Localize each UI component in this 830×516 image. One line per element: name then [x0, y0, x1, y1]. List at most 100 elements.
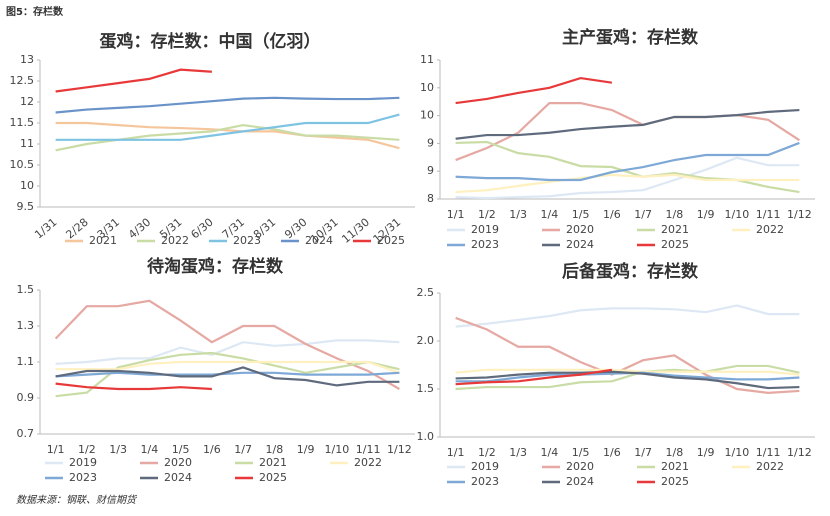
x-tick-label: 1/6: [603, 208, 621, 221]
legend-label: 2022: [354, 456, 382, 469]
x-tick-label: 1/4: [141, 443, 159, 456]
legend-label: 2025: [661, 238, 689, 251]
legend-label: 2023: [471, 238, 499, 251]
legend-label: 2023: [471, 475, 499, 488]
x-tick-label: 1/7: [234, 443, 252, 456]
series-line: [455, 141, 800, 182]
y-tick-label: 1.3: [17, 319, 35, 332]
legend-label: 2021: [89, 234, 117, 247]
x-tick-label: 1/8: [666, 208, 684, 221]
series-line: [455, 368, 613, 386]
x-tick-label: 1/7: [634, 208, 652, 221]
series-line: [55, 366, 400, 387]
legend-label: 2022: [756, 460, 784, 473]
legend-label: 2021: [661, 460, 689, 473]
x-tick-label: 1/10: [725, 446, 750, 459]
y-tick-label: 10: [420, 109, 434, 122]
x-tick-label: 1/1: [47, 443, 65, 456]
x-tick-label: 1/6: [603, 446, 621, 459]
legend-label: 2024: [305, 234, 333, 247]
x-tick-label: 1/7: [634, 446, 652, 459]
legend-label: 2024: [566, 238, 594, 251]
x-tick-label: 1/12: [787, 446, 812, 459]
series-line: [455, 76, 613, 105]
x-tick-label: 1/5: [172, 443, 190, 456]
series-line: [55, 339, 400, 365]
legend-label: 2025: [377, 234, 405, 247]
x-tick-label: 1/8: [266, 443, 284, 456]
x-tick-label: 1/12: [787, 208, 812, 221]
series-line: [455, 101, 800, 162]
x-tick-label: 1/2: [478, 208, 496, 221]
series-line: [55, 360, 400, 374]
x-tick-label: 1/31: [32, 216, 59, 242]
x-tick-label: 1/11: [756, 446, 781, 459]
legend-label: 2020: [164, 456, 192, 469]
series-line: [455, 364, 800, 391]
x-tick-label: 1/9: [297, 443, 315, 456]
x-tick-label: 1/4: [541, 208, 559, 221]
legend-label: 2020: [566, 460, 594, 473]
legend-label: 2021: [259, 456, 287, 469]
series-line: [55, 68, 212, 93]
y-tick-label: 11: [20, 137, 34, 150]
source-note: 数据来源：钢联、财信期货: [16, 494, 138, 506]
series-line: [455, 173, 800, 194]
y-tick-label: 9: [427, 136, 434, 149]
x-tick-label: 1/10: [725, 208, 750, 221]
x-tick-label: 1/9: [697, 446, 715, 459]
series-line: [455, 316, 800, 394]
x-tick-label: 1/2: [478, 446, 496, 459]
y-tick-label: 2.0: [417, 334, 435, 347]
legend-label: 2024: [566, 475, 594, 488]
legend-label: 2022: [756, 223, 784, 236]
series-line: [55, 121, 400, 150]
series-line: [455, 140, 800, 194]
legend-label: 2019: [471, 223, 499, 236]
y-tick-label: 0.9: [17, 391, 35, 404]
series-line: [455, 156, 800, 200]
series-line: [455, 370, 800, 390]
chart-title: 蛋鸡：存栏数：中国（亿羽）: [100, 31, 321, 52]
legend-label: 2025: [259, 471, 287, 484]
legend-label: 2020: [566, 223, 594, 236]
y-tick-label: 2.5: [417, 286, 435, 299]
legend-label: 2023: [69, 471, 97, 484]
x-tick-label: 4/30: [126, 216, 153, 242]
series-line: [455, 304, 800, 328]
y-tick-label: 10: [20, 179, 34, 192]
legend-label: 2024: [164, 471, 192, 484]
legend-label: 2019: [471, 460, 499, 473]
x-tick-label: 1/3: [509, 446, 527, 459]
x-tick-label: 1/3: [509, 208, 527, 221]
x-tick-label: 1/10: [325, 443, 350, 456]
chart-title: 待淘蛋鸡：存栏数: [147, 256, 284, 277]
x-tick-label: 6/30: [188, 216, 215, 242]
legend-label: 2021: [661, 223, 689, 236]
y-tick-label: 1.5: [417, 382, 435, 395]
x-tick-label: 1/12: [387, 443, 412, 456]
x-tick-label: 1/11: [756, 208, 781, 221]
y-tick-label: 1.0: [417, 430, 435, 443]
series-line: [55, 382, 212, 391]
y-tick-label: 13: [20, 53, 34, 66]
y-tick-label: 11.5: [10, 116, 35, 129]
y-tick-label: 0.7: [17, 427, 35, 440]
x-tick-label: 1/9: [697, 208, 715, 221]
y-tick-label: 10.5: [10, 158, 35, 171]
legend-label: 2019: [69, 456, 97, 469]
series-line: [55, 113, 400, 141]
x-tick-label: 1/1: [447, 208, 465, 221]
x-tick-label: 1/5: [572, 208, 590, 221]
x-tick-label: 1/11: [356, 443, 381, 456]
y-tick-label: 8: [427, 192, 434, 205]
x-tick-label: 2/28: [63, 216, 90, 242]
y-tick-label: 11: [420, 53, 434, 66]
x-tick-label: 1/8: [666, 446, 684, 459]
series-line: [455, 108, 800, 140]
series-line: [55, 96, 400, 114]
series-line: [455, 368, 800, 376]
x-tick-label: 1/3: [109, 443, 127, 456]
legend-label: 2022: [161, 234, 189, 247]
